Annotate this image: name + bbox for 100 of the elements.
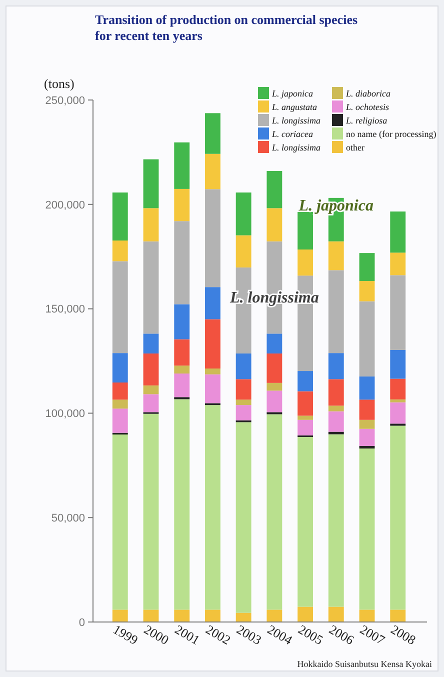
bar [390, 399, 406, 402]
text: Hokkaido Suisanbutsu Kensa Kyokai [297, 659, 432, 669]
bar [205, 405, 220, 610]
legend-label: L. longissima [271, 116, 322, 126]
bar [143, 610, 159, 622]
legend-label: L. religiosa [345, 116, 388, 126]
legend-label: other [346, 142, 364, 152]
bar [298, 416, 313, 420]
bar [390, 378, 406, 400]
y-axis-title: (tons) [44, 76, 74, 91]
chart-title: Transition of production on commercial species for recent ten years [95, 12, 358, 43]
annotation: L. longissima [228, 290, 319, 307]
bar [359, 428, 375, 446]
bar [390, 402, 406, 424]
bar [328, 432, 344, 434]
bar [266, 414, 282, 610]
bar [298, 437, 313, 607]
bar [143, 241, 159, 334]
legend-label: L. japonica [271, 88, 314, 98]
bar [359, 301, 375, 376]
bar [390, 350, 406, 379]
bar [112, 353, 128, 383]
bar [328, 411, 344, 432]
bar [112, 400, 128, 409]
bar [390, 426, 406, 610]
bar [298, 371, 313, 392]
x-tick-label: 2001 [172, 622, 202, 648]
bar [143, 394, 159, 412]
x-tick-label: 2008 [388, 622, 418, 648]
bar [359, 253, 375, 282]
y-tick-label: 0 [78, 616, 85, 629]
bar [266, 382, 282, 391]
bar [359, 281, 375, 302]
bar [143, 385, 159, 394]
bar [328, 353, 344, 380]
bar [112, 382, 128, 400]
bar [266, 390, 282, 412]
bar [359, 376, 375, 400]
bar [390, 252, 406, 276]
bar [174, 188, 190, 222]
bar [328, 241, 344, 270]
bar [112, 408, 128, 433]
bar [390, 212, 406, 253]
legend-label: L. angustata [271, 102, 318, 112]
bar [298, 212, 313, 250]
bar [205, 154, 220, 190]
bar [298, 606, 313, 622]
x-tick-label: 2007 [358, 622, 388, 648]
bar [174, 610, 190, 622]
bar [266, 334, 282, 354]
bar [390, 610, 406, 622]
bar [236, 353, 252, 380]
bar [236, 612, 252, 622]
bar [328, 270, 344, 354]
legend-label: L. coriacea [271, 129, 314, 139]
bar [143, 334, 159, 354]
bar [112, 261, 128, 354]
bar [328, 434, 344, 607]
bar [236, 235, 252, 268]
bar [205, 319, 220, 369]
bar [112, 610, 128, 622]
bar [205, 368, 220, 374]
bar [143, 353, 159, 386]
bar [298, 391, 313, 416]
bar [143, 159, 159, 208]
bar [174, 339, 190, 366]
bar [236, 192, 252, 236]
bar [328, 606, 344, 622]
bar [174, 221, 190, 304]
bar [328, 406, 344, 412]
bar [298, 420, 313, 436]
bar [143, 208, 159, 242]
legend-label: L. longissima [271, 142, 322, 152]
x-tick-label: 2004 [264, 622, 296, 648]
bar [174, 142, 190, 189]
x-tick-label: 2003 [234, 622, 264, 648]
y-tick-label: 150,000 [45, 304, 85, 316]
legend-label: no name (for processing) [346, 129, 436, 139]
bar [359, 400, 375, 420]
bar [359, 446, 375, 448]
bar [236, 400, 252, 406]
bar [174, 374, 190, 398]
legend-label: L. diaborica [345, 88, 392, 98]
x-tick-label: 1999 [110, 622, 141, 648]
x-tick-label: 2006 [326, 622, 358, 648]
bar [359, 448, 375, 610]
bar [112, 240, 128, 262]
bar [236, 405, 252, 420]
bar [205, 610, 220, 622]
x-tick-label: 2005 [296, 622, 326, 648]
bar [112, 192, 128, 241]
bar [236, 379, 252, 400]
bar [359, 610, 375, 622]
bar [174, 399, 190, 610]
x-tick-label: 2000 [142, 622, 172, 648]
bar [143, 414, 159, 610]
bar [174, 366, 190, 374]
bar [236, 422, 252, 613]
bar [359, 420, 375, 429]
legend-label: L. ochotesis [345, 102, 390, 112]
